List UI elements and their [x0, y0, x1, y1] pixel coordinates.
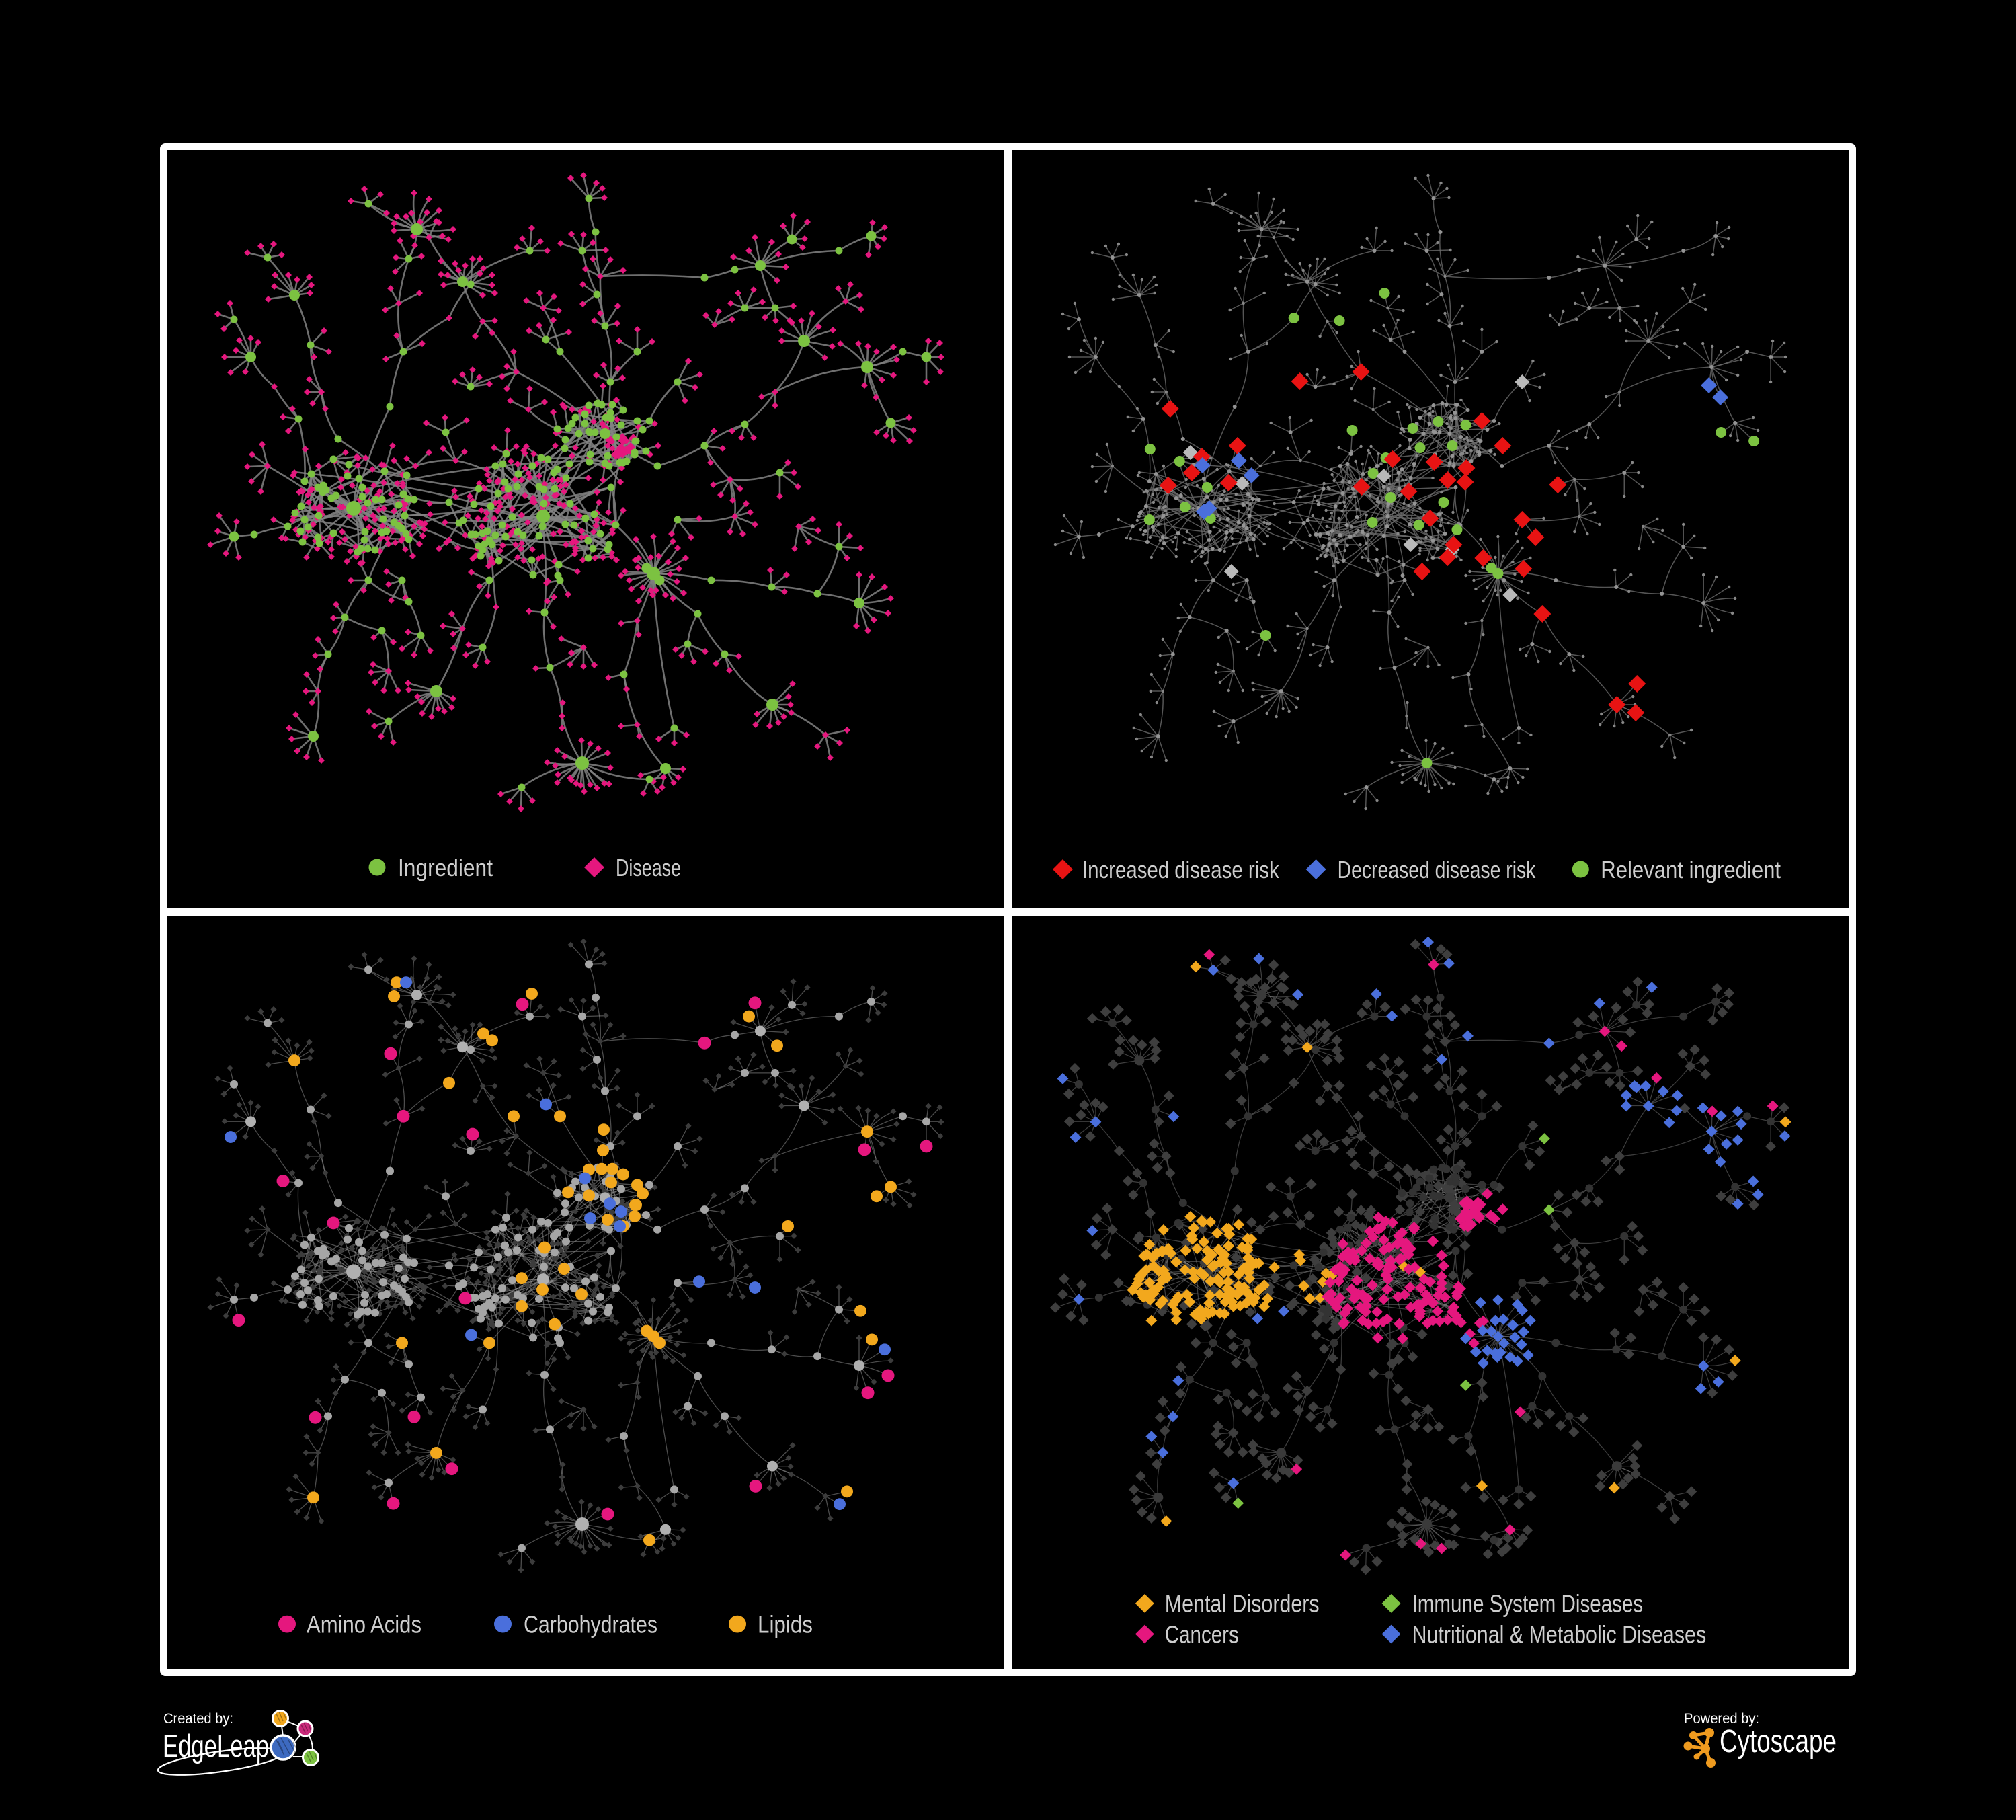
svg-text:Immune System Diseases: Immune System Diseases	[1412, 1591, 1644, 1618]
svg-text:Powered by:: Powered by:	[1684, 1711, 1759, 1727]
svg-text:Cytoscape: Cytoscape	[1720, 1724, 1837, 1759]
svg-text:Decreased disease risk: Decreased disease risk	[1338, 856, 1537, 883]
svg-text:Nutritional & Metabolic Diseas: Nutritional & Metabolic Diseases	[1412, 1621, 1707, 1648]
svg-text:Mental Disorders: Mental Disorders	[1165, 1591, 1320, 1618]
svg-text:Amino Acids: Amino Acids	[307, 1612, 421, 1638]
svg-text:EdgeLeap: EdgeLeap	[163, 1728, 269, 1764]
svg-text:Created by:: Created by:	[163, 1711, 233, 1727]
svg-text:Increased disease risk: Increased disease risk	[1082, 856, 1280, 883]
svg-text:Lipids: Lipids	[758, 1612, 813, 1638]
svg-text:Ingredient: Ingredient	[398, 854, 493, 881]
svg-text:Carbohydrates: Carbohydrates	[524, 1612, 657, 1638]
svg-text:Cancers: Cancers	[1165, 1621, 1239, 1648]
svg-text:Relevant ingredient: Relevant ingredient	[1601, 856, 1781, 883]
svg-text:Disease: Disease	[616, 854, 681, 881]
